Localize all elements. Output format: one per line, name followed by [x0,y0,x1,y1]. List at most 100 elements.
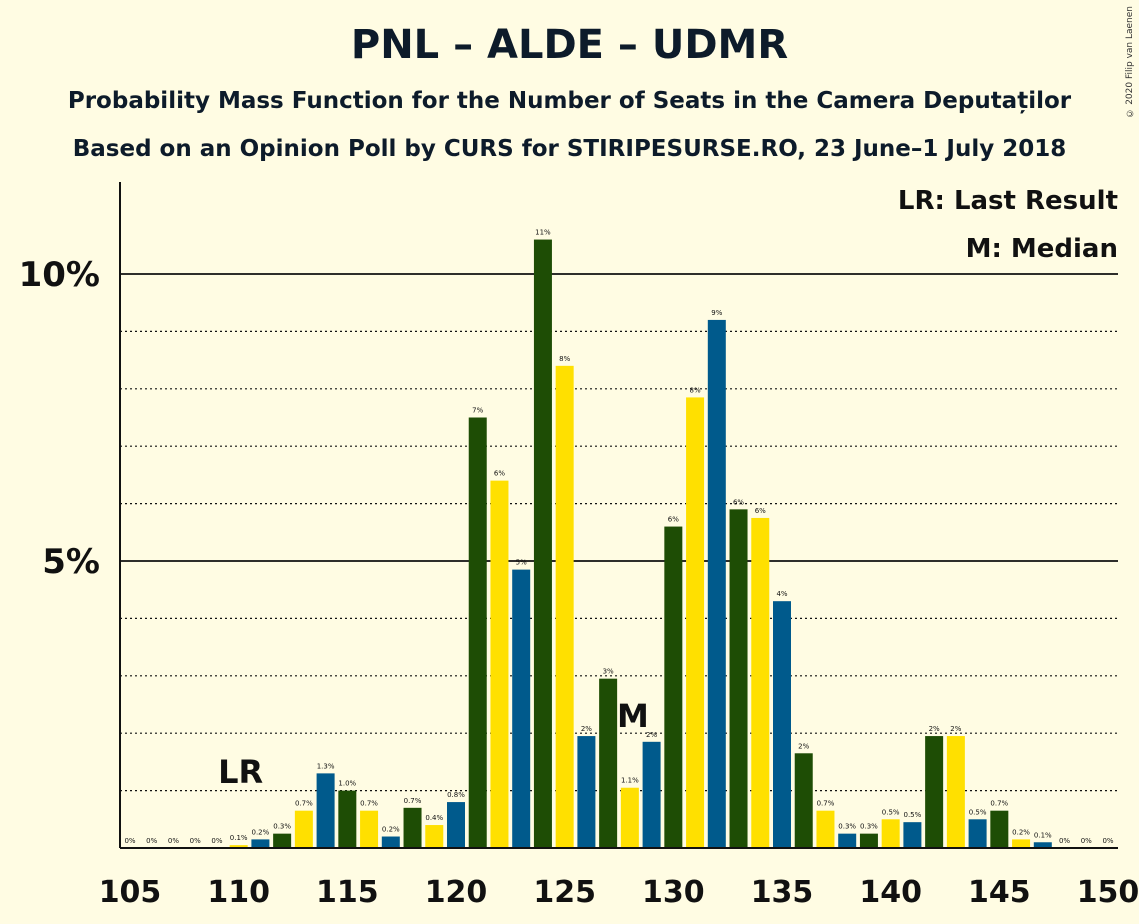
legend-last-result: LR: Last Result [898,186,1118,216]
bar-value-label: 9% [711,309,722,317]
bar [816,810,835,848]
bar [251,839,270,848]
bar [447,802,465,848]
bar [1012,839,1031,848]
bar [512,569,531,848]
bar-value-label: 1.1% [621,777,639,785]
bar-value-label: 8% [690,386,701,394]
bar-value-label: 4% [776,590,787,598]
bar [925,736,944,848]
bar [946,736,965,848]
bar [620,787,639,848]
bar [968,819,987,848]
bar-value-label: 0.3% [273,823,291,831]
bar [599,678,618,848]
bar [642,741,661,848]
bar-value-label: 0% [190,837,201,845]
bar [794,753,813,848]
bar-value-label: 0.2% [382,826,400,834]
bar [990,810,1009,848]
bar-value-label: 6% [733,498,744,506]
x-tick-label: 140 [859,875,922,910]
bar [381,836,400,848]
bar-value-label: 2% [581,725,592,733]
bar-value-label: 8% [559,355,570,363]
bar [729,509,748,848]
bar-value-label: 0% [1102,837,1113,845]
bar-value-label: 0% [146,837,157,845]
bar-value-label: 0.7% [817,800,835,808]
bar [229,845,248,848]
bar-value-label: 2% [646,731,657,739]
bar-value-label: 0% [1059,837,1070,845]
bar-value-label: 11% [535,229,551,237]
chart-title: PNL – ALDE – UDMR [350,22,789,68]
bar-value-label: 1.0% [338,780,356,788]
x-tick-label: 135 [751,875,814,910]
bar-value-label: 3% [603,668,614,676]
bar-value-label: 0.8% [447,791,465,799]
bar [577,736,596,848]
bar-value-label: 0.2% [1012,828,1030,836]
bar [903,822,922,848]
bar [425,825,444,848]
bar-value-label: 0.7% [990,800,1008,808]
bar-value-label: 0% [1081,837,1092,845]
bar [707,319,726,848]
bar-value-label: 0.1% [230,834,248,842]
bar [555,365,574,848]
bar [490,480,509,848]
y-tick-label: 10% [19,255,100,295]
bar-value-label: 0% [124,837,135,845]
bar-value-label: 2% [929,725,940,733]
bar-value-label: 0.3% [860,823,878,831]
bar [881,819,900,848]
x-tick-label: 105 [99,875,162,910]
bar [838,833,857,848]
bar-value-label: 0.5% [904,811,922,819]
bar-value-label: 0.2% [252,828,270,836]
bar-value-label: 0% [168,837,179,845]
bar [360,810,379,848]
bar [468,417,487,848]
bar-value-label: 6% [494,470,505,478]
x-tick-label: 120 [425,875,488,910]
bar [403,807,422,848]
bar-value-label: 0.1% [1034,831,1052,839]
bar-value-label: 2% [798,742,809,750]
bar [273,833,292,848]
y-tick-label: 5% [42,542,100,582]
bar-value-label: 0.3% [838,823,856,831]
x-tick-label: 115 [316,875,379,910]
bar-value-label: 1.3% [317,762,335,770]
chart-subtitle-1: Probability Mass Function for the Number… [67,88,1072,114]
bar [338,790,357,848]
x-tick-label: 125 [533,875,596,910]
bar [533,239,552,848]
bar-value-label: 6% [755,507,766,515]
bar-value-label: 0.7% [404,797,422,805]
x-tick-label: 130 [642,875,705,910]
bar [773,601,791,848]
bar-value-label: 6% [668,516,679,524]
bar-value-label: 0.5% [969,808,987,816]
x-tick-label: 110 [207,875,270,910]
last-result-marker: LR [218,753,263,791]
bar [316,773,335,848]
bar [1033,842,1052,848]
legend-median: M: Median [966,234,1118,264]
median-marker: M [617,697,649,735]
bar [751,517,770,848]
bar-value-label: 2% [950,725,961,733]
bar [294,810,313,848]
bar [859,833,878,848]
bar [686,397,705,848]
bar-value-label: 0% [211,837,222,845]
x-tick-label: 145 [968,875,1031,910]
chart-subtitle-2: Based on an Opinion Poll by CURS for STI… [72,136,1067,162]
bar-value-label: 0.4% [425,814,443,822]
x-tick-label: 150 [1077,875,1139,910]
bar-value-label: 0.7% [295,800,313,808]
bar-value-label: 5% [516,559,527,567]
